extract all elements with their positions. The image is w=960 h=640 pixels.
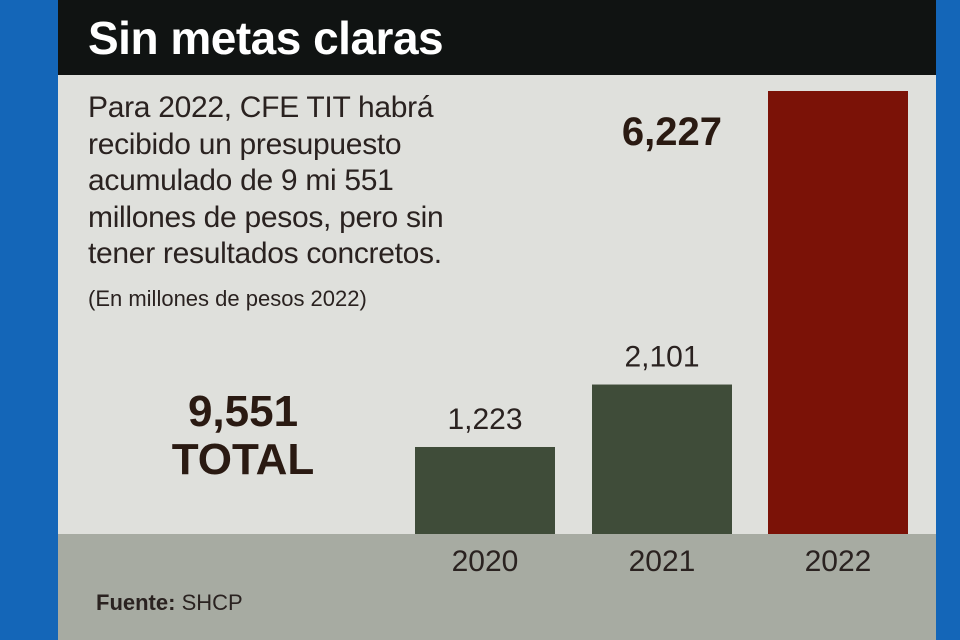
units-note: (En millones de pesos 2022) [88, 286, 367, 311]
x-tick-label-2021: 2021 [629, 545, 696, 578]
bar-2022 [768, 91, 908, 534]
source-label: Fuente: [96, 590, 176, 615]
total-summary: 9,551 TOTAL [148, 388, 338, 484]
total-value: 9,551 [187, 387, 299, 436]
chart-title: Sin metas claras [88, 12, 444, 64]
source-value: SHCP [181, 590, 243, 615]
value-label-2022: 6,227 [622, 110, 722, 154]
bar-2021 [592, 384, 732, 534]
value-label-2020: 1,223 [447, 403, 522, 436]
infographic-card: Sin metas claras 1,223 2020 2,101 2021 6,227… [58, 0, 936, 640]
header-bar: Sin metas claras [58, 0, 936, 75]
bar-2020 [415, 446, 555, 534]
total-label: TOTAL [171, 435, 315, 484]
footer-band [58, 534, 936, 640]
value-label-2021: 2,101 [624, 341, 699, 374]
bar-chart: 1,223 2020 2,101 2021 6,227 2022 [415, 91, 908, 578]
source-note: Fuente: SHCP [96, 588, 243, 618]
x-tick-label-2022: 2022 [805, 545, 872, 578]
x-tick-label-2020: 2020 [452, 545, 519, 578]
chart-description: Para 2022, CFE TIT habrá recibido un pre… [88, 91, 444, 270]
